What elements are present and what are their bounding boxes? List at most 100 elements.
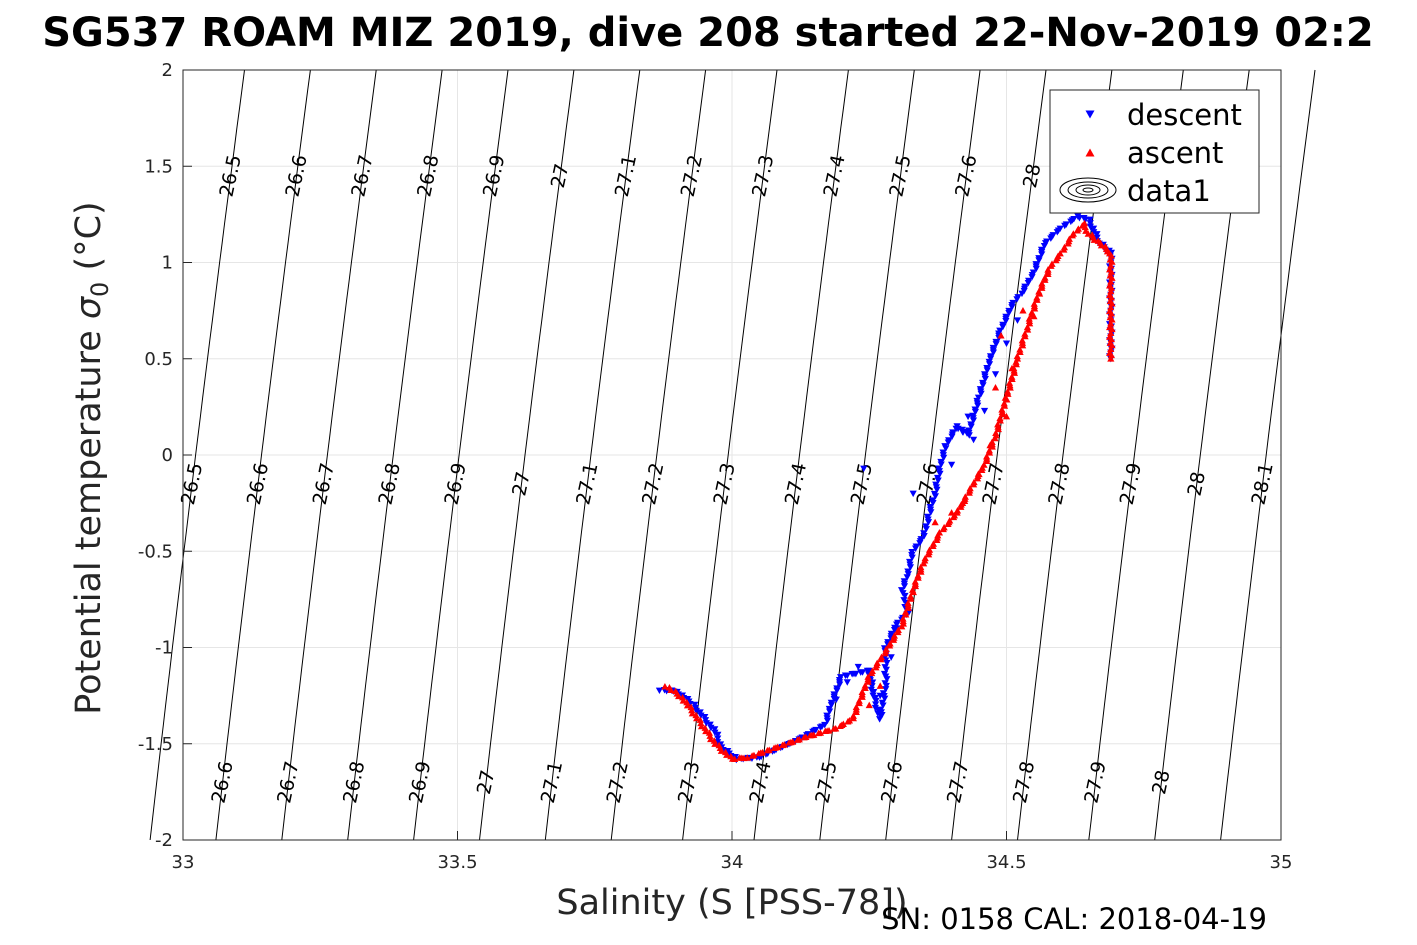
ascent-marker — [675, 692, 683, 700]
ascent-marker — [849, 712, 857, 719]
descent-marker — [854, 663, 862, 671]
ascent-marker — [1107, 309, 1116, 317]
descent-marker — [872, 697, 880, 705]
ascent-marker — [882, 645, 890, 653]
descent-marker — [852, 670, 860, 678]
isopycnal-line — [544, 69, 641, 841]
isopycnal-line — [413, 69, 509, 841]
descent-marker — [1075, 214, 1084, 222]
ascent-marker — [911, 578, 919, 585]
ascent-marker — [1108, 341, 1116, 349]
descent-marker — [872, 701, 880, 708]
descent-marker — [1062, 221, 1070, 228]
ascent-marker — [661, 683, 669, 690]
ascent-marker — [985, 446, 994, 454]
descent-marker — [999, 321, 1007, 329]
descent-marker — [876, 692, 884, 700]
descent-marker — [1086, 220, 1094, 227]
ascent-marker — [966, 484, 974, 492]
ascent-marker — [921, 554, 929, 562]
descent-marker — [865, 667, 873, 675]
ascent-marker — [1069, 230, 1077, 237]
ascent-marker — [876, 682, 884, 689]
isopycnal-line — [819, 69, 915, 841]
descent-marker — [1005, 307, 1013, 315]
descent-marker — [949, 429, 957, 436]
isopycnal-line — [215, 69, 311, 841]
descent-marker — [887, 630, 895, 638]
descent-marker — [900, 597, 908, 604]
descent-marker — [939, 449, 947, 456]
descent-marker — [948, 461, 956, 469]
isopycnal-line — [610, 69, 707, 841]
legend-box — [1049, 89, 1260, 214]
ascent-marker — [780, 741, 788, 748]
ascent-marker — [1018, 336, 1026, 344]
ascent-marker — [997, 332, 1005, 339]
y-axis-label: Potential temperature σ0 (°C) — [69, 201, 114, 714]
y-tick-label: 1 — [162, 253, 173, 274]
ascent-marker — [1107, 319, 1115, 327]
ascent-marker — [688, 709, 696, 717]
ascent-marker — [904, 599, 912, 606]
ascent-marker — [1044, 266, 1052, 273]
descent-marker — [1002, 340, 1011, 347]
ascent-marker — [1107, 335, 1116, 343]
descent-marker — [1090, 229, 1098, 236]
ascent-marker — [1107, 268, 1116, 275]
ascent-marker — [1048, 260, 1056, 267]
ascent-marker — [1030, 312, 1038, 320]
descent-marker — [983, 365, 991, 372]
descent-marker — [833, 685, 841, 692]
descent-marker — [969, 436, 978, 444]
descent-marker — [887, 654, 895, 661]
ascent-marker — [1012, 358, 1020, 365]
y-tick-label: 2 — [162, 60, 173, 81]
ascent-marker — [1001, 394, 1009, 401]
ascent-marker — [1084, 230, 1092, 237]
ascent-marker — [711, 740, 719, 747]
ascent-marker — [832, 725, 840, 732]
ascent-marker — [1060, 243, 1069, 251]
descent-marker — [860, 465, 868, 473]
ascent-marker — [1005, 379, 1014, 386]
ascent-marker — [692, 711, 700, 719]
legend-ascent-marker — [1085, 148, 1095, 157]
ascent-marker — [861, 682, 869, 689]
ascent-marker — [986, 441, 994, 449]
ascent-marker — [723, 751, 731, 758]
ascent-marker — [795, 735, 803, 743]
ascent-marker — [1033, 294, 1041, 301]
ascent-marker — [774, 743, 782, 751]
ascent-marker — [702, 727, 710, 735]
descent-marker — [917, 536, 925, 543]
ascent-marker — [1108, 300, 1116, 307]
descent-marker — [1056, 225, 1064, 233]
ascent-marker — [789, 738, 797, 745]
ascent-marker — [1021, 330, 1029, 337]
x-tick-label: 34.5 — [986, 852, 1026, 873]
isopycnal-line — [479, 69, 575, 841]
ascent-marker — [1107, 303, 1115, 311]
y-tick-label: 1.5 — [144, 156, 173, 177]
ascent-marker — [1019, 307, 1027, 314]
ascent-marker — [929, 540, 938, 547]
descent-marker — [897, 587, 906, 594]
ascent-marker — [1107, 345, 1115, 353]
descent-marker — [877, 706, 885, 714]
ascent-marker — [914, 572, 922, 579]
ascent-marker — [1108, 316, 1116, 323]
descent-marker — [924, 519, 933, 526]
ascent-marker — [953, 507, 962, 514]
descent-marker — [906, 561, 914, 569]
x-tick-label: 33 — [172, 852, 195, 873]
descent-marker — [992, 338, 1000, 346]
ascent-marker — [816, 729, 825, 736]
descent-marker — [922, 523, 930, 530]
ascent-marker — [701, 724, 709, 731]
ascent-marker — [1074, 225, 1082, 232]
ascent-marker — [1023, 323, 1032, 331]
ascent-marker — [707, 735, 715, 743]
ascent-marker — [877, 653, 886, 661]
ascent-marker — [802, 733, 810, 740]
